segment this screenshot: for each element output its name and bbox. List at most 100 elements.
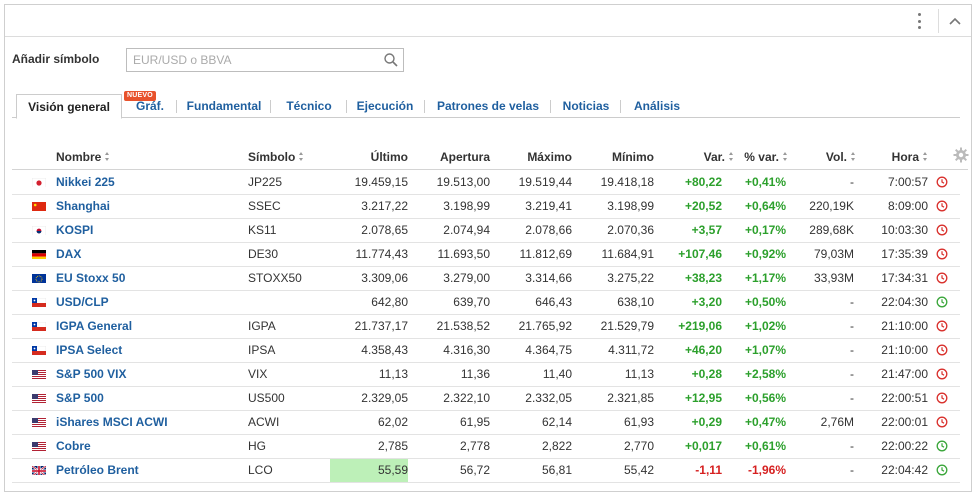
col-high[interactable]: Máximo xyxy=(527,150,572,164)
col-change[interactable]: Var. xyxy=(672,149,734,165)
col-last[interactable]: Último xyxy=(370,150,408,164)
instrument-name-link[interactable]: S&P 500 xyxy=(56,391,104,405)
chile-flag-icon xyxy=(32,297,46,307)
cell-high: 21.765,92 xyxy=(518,319,572,333)
table-row[interactable]: Shanghai SSEC 3.217,22 3.198,99 3.219,41 3.19… xyxy=(12,195,960,219)
table-row[interactable]: IGPA General IGPA 21.737,17 21.538,52 21.765… xyxy=(12,315,960,339)
add-symbol-search[interactable] xyxy=(126,48,404,72)
tab-separator xyxy=(550,100,551,113)
cell-open: 56,72 xyxy=(459,463,490,477)
cell-volume: 289,68K xyxy=(809,223,854,237)
table-row[interactable]: IPSA Select IPSA 4.358,43 4.316,30 4.364,75 4… xyxy=(12,339,960,363)
table-row[interactable]: S&P 500 VIX VIX 11,13 11,36 11,40 11,13 +0,28 +… xyxy=(12,363,960,387)
collapse-chevron-up-icon[interactable] xyxy=(945,11,965,31)
table-row[interactable]: KOSPI KS11 2.078,65 2.074,94 2.078,66 2.070,3… xyxy=(12,219,960,243)
cell-open: 3.198,99 xyxy=(443,199,490,213)
market-closed-clock-icon xyxy=(936,392,948,404)
cell-volume: 220,19K xyxy=(809,199,854,213)
table-row[interactable]: DAX DE30 11.774,43 11.693,50 11.812,69 11.684… xyxy=(12,243,960,267)
usa-flag-icon xyxy=(32,441,46,451)
instrument-name-link[interactable]: IGPA General xyxy=(56,319,133,333)
cell-change: +219,06 xyxy=(678,319,722,333)
instrument-name-link[interactable]: KOSPI xyxy=(56,223,94,237)
cell-change: +20,52 xyxy=(684,199,722,213)
cell-time: 21:47:00 xyxy=(881,367,928,381)
cell-last: 2.329,05 xyxy=(361,391,408,405)
market-closed-clock-icon xyxy=(936,224,948,236)
table-row[interactable]: Petróleo Brent LCO 55,59 56,72 56,81 55,42 -1,… xyxy=(12,459,960,483)
cell-low: 2.070,36 xyxy=(607,223,654,237)
cell-time: 7:00:57 xyxy=(887,175,928,189)
cell-change: +0,29 xyxy=(691,415,722,429)
tab-separator xyxy=(346,100,347,113)
cell-pct-change: +0,61% xyxy=(744,439,786,453)
col-symbol[interactable]: Símbolo xyxy=(248,149,304,165)
tab-technical[interactable]: Técnico xyxy=(286,99,332,113)
tab-analysis[interactable]: Análisis xyxy=(633,99,681,113)
col-pct-change[interactable]: % var. xyxy=(730,149,788,165)
tab-candlestick-patterns[interactable]: Patrones de velas xyxy=(436,99,540,113)
more-options-icon[interactable] xyxy=(911,11,927,31)
market-closed-clock-icon xyxy=(936,320,948,332)
search-icon[interactable] xyxy=(383,52,399,68)
cell-change: +0,28 xyxy=(691,367,722,381)
tab-news[interactable]: Noticias xyxy=(562,99,610,113)
cell-high: 19.519,44 xyxy=(518,175,572,189)
col-open[interactable]: Apertura xyxy=(439,150,490,164)
col-time[interactable]: Hora xyxy=(878,149,928,165)
instrument-name-link[interactable]: Petróleo Brent xyxy=(56,463,139,477)
table-row[interactable]: Nikkei 225 JP225 19.459,15 19.513,00 19.519,… xyxy=(12,171,960,195)
table-header: Nombre Símbolo Último Apertura Máximo Mí… xyxy=(12,144,970,170)
cell-high: 646,43 xyxy=(535,295,572,309)
eu-flag-icon xyxy=(32,273,46,283)
cell-symbol: HG xyxy=(248,439,266,453)
gear-icon[interactable] xyxy=(952,146,970,164)
table-row[interactable]: EU Stoxx 50 STOXX50 3.309,06 3.279,00 3.314,… xyxy=(12,267,960,291)
table-row[interactable]: S&P 500 US500 2.329,05 2.322,10 2.332,05 2.32… xyxy=(12,387,960,411)
instrument-name-link[interactable]: Nikkei 225 xyxy=(56,175,115,189)
instrument-name-link[interactable]: IPSA Select xyxy=(56,343,123,357)
add-symbol-input[interactable] xyxy=(127,49,381,71)
tab-fundamental[interactable]: Fundamental xyxy=(186,99,262,113)
market-closed-clock-icon xyxy=(936,416,948,428)
cell-change: -1,11 xyxy=(695,463,722,477)
instrument-name-link[interactable]: iShares MSCI ACWI xyxy=(56,415,168,429)
instrument-name-link[interactable]: Cobre xyxy=(56,439,91,453)
cell-open: 4.316,30 xyxy=(443,343,490,357)
instrument-name-link[interactable]: USD/CLP xyxy=(56,295,109,309)
cell-volume: - xyxy=(850,439,854,453)
cell-low: 638,10 xyxy=(617,295,654,309)
sort-icon xyxy=(923,152,928,162)
col-low[interactable]: Mínimo xyxy=(612,150,654,164)
cell-low: 2.321,85 xyxy=(607,391,654,405)
cell-volume: 79,03M xyxy=(813,247,854,261)
col-name[interactable]: Nombre xyxy=(56,149,110,165)
cell-pct-change: +1,17% xyxy=(744,271,786,285)
cell-time: 22:04:30 xyxy=(881,295,928,309)
instrument-name-link[interactable]: DAX xyxy=(56,247,82,261)
cell-symbol: IGPA xyxy=(248,319,276,333)
cell-volume: 2,76M xyxy=(820,415,854,429)
add-symbol-label: Añadir símbolo xyxy=(12,52,100,66)
cell-high: 62,14 xyxy=(541,415,572,429)
instrument-name-link[interactable]: EU Stoxx 50 xyxy=(56,271,126,285)
instrument-name-link[interactable]: Shanghai xyxy=(56,199,111,213)
market-closed-clock-icon xyxy=(936,200,948,212)
tab-performance[interactable]: Ejecución xyxy=(356,99,414,113)
table-row[interactable]: iShares MSCI ACWI ACWI 62,02 61,95 62,14 61,9… xyxy=(12,411,960,435)
cell-volume: 33,93M xyxy=(813,271,854,285)
instrument-name-link[interactable]: S&P 500 VIX xyxy=(56,367,127,381)
cell-last: 2,785 xyxy=(377,439,408,453)
table-row[interactable]: Cobre HG 2,785 2,778 2,822 2,770 +0,017 +0,61% -… xyxy=(12,435,960,459)
table-row[interactable]: USD/CLP 642,80 639,70 646,43 638,10 +3,20 +0,5… xyxy=(12,291,960,315)
cell-time: 10:03:30 xyxy=(881,223,928,237)
col-volume[interactable]: Vol. xyxy=(810,149,856,165)
tab-overview[interactable]: Visión general xyxy=(16,94,122,119)
tab-chart[interactable]: Gráf. xyxy=(135,99,164,113)
cell-open: 3.279,00 xyxy=(443,271,490,285)
cell-symbol: US500 xyxy=(248,391,285,405)
uk-flag-icon xyxy=(32,465,46,475)
cell-last: 21.737,17 xyxy=(354,319,408,333)
cell-pct-change: +0,56% xyxy=(744,391,786,405)
cell-last: 11.774,43 xyxy=(355,247,409,261)
